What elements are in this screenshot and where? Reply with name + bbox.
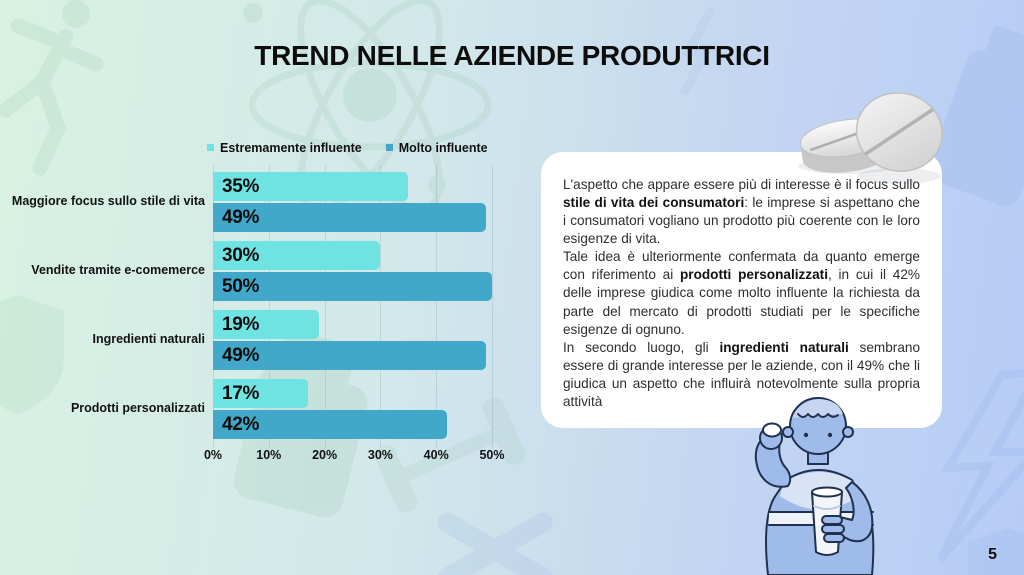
bar-series-0: 17% — [213, 379, 308, 408]
pill-in-hand — [762, 422, 782, 438]
bar-value-label: 17% — [222, 382, 260, 404]
category-label: Ingredienti naturali — [92, 332, 205, 347]
x-tick-label: 10% — [256, 448, 282, 462]
category-label: Prodotti personalizzati — [70, 401, 205, 416]
runner-icon — [0, 0, 104, 176]
slide-title: TREND NELLE AZIENDE PRODUTTRICI — [254, 39, 770, 71]
pills-illustration — [798, 92, 944, 184]
bar-pair: 35% 49% — [213, 172, 492, 232]
lightning-small-icon — [679, 5, 716, 97]
bar-value-label: 42% — [222, 413, 260, 435]
bar-series-0: 19% — [213, 310, 320, 339]
bar-pair: 30% 50% — [213, 241, 492, 301]
chart-group: Prodotti personalizzati 17% 42% — [8, 379, 508, 439]
bar-pair: 17% 42% — [213, 379, 492, 439]
chart-group: Maggiore focus sullo stile di vita 35% 49% — [8, 172, 508, 232]
bar-series-1: 49% — [213, 203, 487, 232]
legend-swatch-icon — [385, 144, 393, 151]
x-tick-label: 20% — [312, 448, 338, 462]
gridline — [492, 165, 493, 448]
bar-series-1: 50% — [213, 272, 492, 301]
bar-value-label: 19% — [222, 313, 260, 335]
bar-chart: Estremamente influente Molto influente Ma… — [8, 140, 508, 464]
gridline — [380, 165, 382, 448]
analysis-paragraph: In secondo luogo, gli ingredienti natura… — [563, 339, 921, 409]
dumbbell-icon — [374, 397, 526, 513]
bar-series-0: 30% — [213, 241, 381, 270]
x-tick-label: 40% — [423, 448, 449, 462]
pill-bottle-icon — [928, 25, 1024, 206]
legend-label: Estremamente influente — [220, 140, 362, 155]
bar-value-label: 35% — [222, 175, 260, 197]
legend-swatch-icon — [207, 144, 214, 151]
gridline — [436, 165, 438, 448]
x-tick-label: 30% — [367, 448, 393, 462]
gridline — [324, 165, 326, 448]
bar-series-1: 42% — [213, 410, 448, 439]
x-tick-label: 50% — [479, 448, 505, 462]
bar-value-label: 30% — [222, 244, 260, 266]
category-label: Vendite tramite e-comemerce — [31, 263, 205, 278]
chart-groups: Maggiore focus sullo stile di vita 35% 49%… — [8, 172, 508, 439]
chart-group: Vendite tramite e-comemerce 30% 50% — [8, 241, 508, 301]
analysis-text: L'aspetto che appare essere più di inter… — [563, 176, 920, 411]
shield-icon — [0, 295, 64, 415]
legend-item-0: Estremamente influente — [207, 141, 362, 155]
chart-group: Ingredienti naturali 19% 49% — [8, 310, 508, 370]
chart-x-axis: 0% 10% 20% 30% 40% 50% — [204, 448, 505, 464]
bar-value-label: 50% — [222, 275, 260, 297]
category-label: Maggiore focus sullo stile di vita — [11, 194, 205, 209]
gridline — [268, 165, 270, 448]
tablet-face-view — [855, 92, 944, 172]
cross-icon — [437, 512, 553, 575]
legend-label: Molto influente — [398, 140, 488, 155]
analysis-textbox: L'aspetto che appare essere più di inter… — [541, 152, 942, 428]
chart-legend: Estremamente influente Molto influente — [207, 140, 508, 155]
bar-series-0: 35% — [213, 172, 409, 201]
analysis-paragraph: L'aspetto che appare essere più di inter… — [563, 177, 920, 247]
page-number: 5 — [988, 546, 997, 563]
legend-item-1: Molto influente — [385, 140, 488, 155]
gridline — [213, 165, 214, 448]
bar-value-label: 49% — [222, 344, 260, 366]
lightning-icon — [936, 369, 1024, 563]
analysis-paragraph: Tale idea è ulteriormente confermata da … — [563, 249, 920, 337]
hand-fingers — [821, 515, 845, 543]
chart-body: Maggiore focus sullo stile di vita 35% 49%… — [8, 165, 508, 464]
bar-pair: 19% 49% — [213, 310, 492, 370]
bar-series-1: 49% — [213, 341, 487, 370]
shield-small-icon — [968, 528, 1024, 575]
person-illustration — [754, 397, 875, 575]
x-tick-label: 0% — [203, 448, 223, 462]
bar-value-label: 49% — [222, 206, 260, 228]
chart-gridlines — [213, 165, 493, 448]
